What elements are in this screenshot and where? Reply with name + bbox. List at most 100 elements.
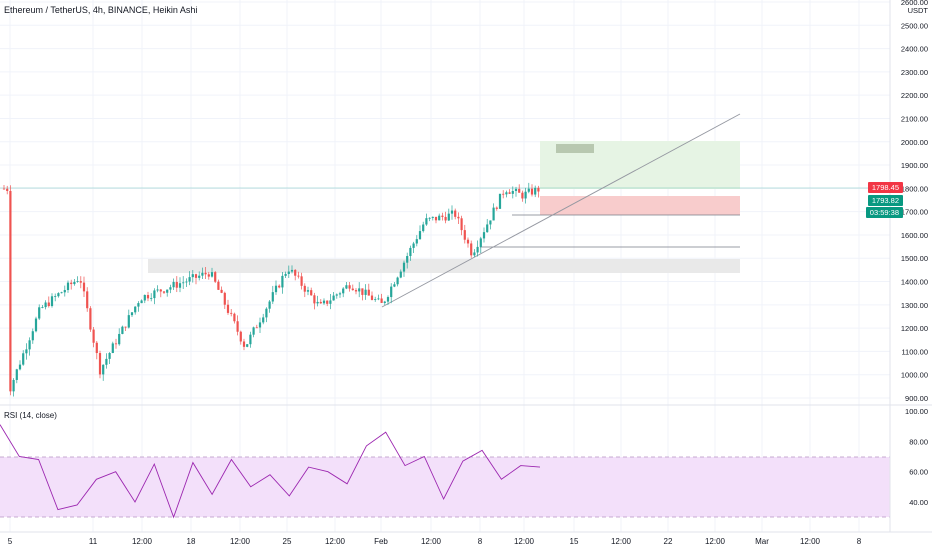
candle-body xyxy=(319,301,322,304)
candle-body xyxy=(265,308,268,318)
candle-body xyxy=(166,289,169,293)
candle-body xyxy=(508,192,511,194)
candle-body xyxy=(79,281,82,283)
time-tick-label: 18 xyxy=(187,537,196,546)
candle-body xyxy=(505,192,508,195)
candle-body xyxy=(418,231,422,240)
symbol-title[interactable]: Ethereum / TetherUS, 4h, BINANCE, Heikin… xyxy=(4,5,198,15)
candle-body xyxy=(137,303,140,307)
time-tick-label: 12:00 xyxy=(705,537,726,546)
candle-body xyxy=(537,187,540,192)
rsi-line[interactable] xyxy=(0,424,541,519)
candle-body xyxy=(44,302,47,308)
candle-body xyxy=(322,300,326,304)
candle-body xyxy=(31,331,34,341)
candle-body xyxy=(486,224,489,233)
candle-body xyxy=(28,340,31,350)
price-tick-label: 1500.00 xyxy=(901,254,928,263)
candle-body xyxy=(95,342,98,354)
candle-body xyxy=(274,285,278,293)
rsi-band xyxy=(0,457,890,517)
candle-body xyxy=(444,216,447,221)
time-tick-label: 5 xyxy=(8,537,13,546)
candle-body xyxy=(466,239,470,244)
candle-body xyxy=(278,285,281,288)
candle-body xyxy=(105,358,108,365)
candle-body xyxy=(102,364,105,375)
candle-body xyxy=(271,292,274,302)
time-tick-label: 12:00 xyxy=(132,537,153,546)
candle-body xyxy=(127,315,130,328)
candle-body xyxy=(118,333,121,345)
candle-body xyxy=(441,215,444,217)
candle-body xyxy=(268,301,271,309)
candle-body xyxy=(422,224,425,232)
candle-body xyxy=(223,292,226,305)
candle-body xyxy=(182,282,185,284)
candle-body xyxy=(98,353,102,375)
candle-body xyxy=(402,262,406,272)
candle-body xyxy=(380,298,383,303)
candle-body xyxy=(156,289,159,291)
rsi-tick-label: 80.00 xyxy=(909,437,928,446)
price-tick-label: 1600.00 xyxy=(901,231,928,240)
candle-body xyxy=(354,290,358,292)
candle-body xyxy=(204,272,207,275)
candle-body xyxy=(41,307,44,308)
price-tick-label: 900.00 xyxy=(905,394,928,403)
rsi-axis[interactable]: 100.00 80.00 60.00 40.00 xyxy=(905,407,928,507)
candle-body xyxy=(249,334,252,345)
candle-body xyxy=(345,285,348,289)
candle-body xyxy=(530,188,534,195)
candle-body xyxy=(92,329,95,343)
price-tick-label: 1700.00 xyxy=(901,208,928,217)
price-axis[interactable]: 2600.00 2500.00 2400.00 2300.00 2200.00 2100.… xyxy=(901,0,929,403)
candle-body xyxy=(66,282,70,291)
candle-body xyxy=(15,369,18,380)
bar-countdown-tag: 03:59:38 xyxy=(865,207,903,218)
candle-body xyxy=(60,292,63,294)
candle-body xyxy=(412,243,415,248)
candle-body xyxy=(300,276,303,286)
time-tick-label: 12:00 xyxy=(230,537,251,546)
candle-body xyxy=(47,302,50,307)
candle-body xyxy=(409,247,412,257)
candle-body xyxy=(214,272,217,282)
long-position-tool[interactable] xyxy=(540,141,740,215)
candle-body xyxy=(233,313,236,322)
trendline[interactable] xyxy=(381,113,741,308)
candle-body xyxy=(86,291,89,309)
candle-body xyxy=(220,289,223,293)
candle-body xyxy=(326,300,329,304)
time-tick-label: 15 xyxy=(570,537,579,546)
price-tick-label: 2300.00 xyxy=(901,68,928,77)
candle-body xyxy=(6,188,9,191)
time-tick-label: 22 xyxy=(664,537,673,546)
candle-body xyxy=(236,321,239,332)
candle-body xyxy=(162,291,166,293)
candle-body xyxy=(34,318,38,332)
currency-label: USDT xyxy=(908,6,929,15)
candle-body xyxy=(482,232,486,239)
candle-body xyxy=(534,187,537,195)
candle-body xyxy=(492,207,495,221)
price-tick-label: 1300.00 xyxy=(901,301,928,310)
candle-body xyxy=(457,216,460,219)
time-tick-label: 12:00 xyxy=(325,537,346,546)
time-tick-label: 25 xyxy=(283,537,292,546)
candle-body xyxy=(495,207,498,209)
candle-body xyxy=(348,285,351,289)
stop-zone[interactable] xyxy=(540,196,740,215)
time-axis[interactable]: 5 11 12:00 18 12:00 25 12:00 Feb 12:00 8 12:00 15 12… xyxy=(8,537,862,546)
rsi-indicator-label[interactable]: RSI (14, close) xyxy=(4,411,57,420)
candle-body xyxy=(438,215,441,221)
candle-body xyxy=(518,188,521,193)
candle-body xyxy=(111,343,114,353)
candle-body xyxy=(169,287,172,290)
candle-body xyxy=(258,322,262,328)
candle-body xyxy=(50,296,54,307)
support-zone[interactable] xyxy=(148,259,740,273)
candle-body xyxy=(473,252,476,256)
candle-body xyxy=(175,281,178,288)
